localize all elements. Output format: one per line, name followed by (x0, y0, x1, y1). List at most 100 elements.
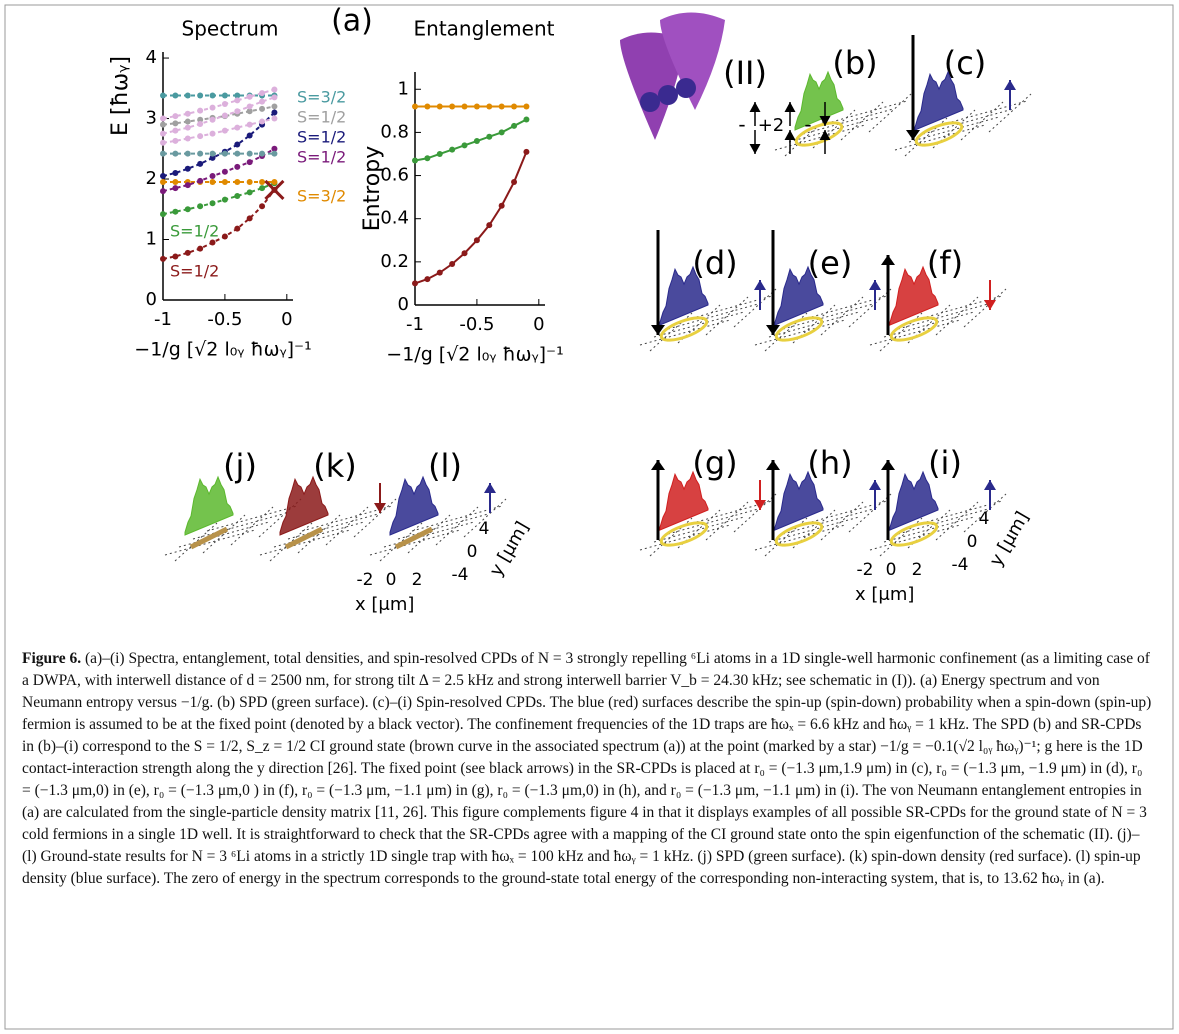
grid-line (354, 499, 396, 537)
y-tick-label: 2 (146, 168, 157, 189)
y-tick-label: -4 (452, 565, 469, 585)
data-point (247, 215, 253, 221)
y-axis-label: y [μm] (485, 518, 533, 580)
chart-title: Spectrum (182, 17, 279, 41)
panel-label: (e) (808, 244, 853, 282)
grid-line (821, 297, 863, 335)
grid-line (755, 320, 845, 345)
caption: Figure 6. (a)–(i) Spectra, entanglement,… (22, 648, 1152, 890)
x-tick-label: 0 (533, 314, 544, 335)
data-point (160, 116, 166, 122)
data-point (222, 101, 228, 107)
data-point (462, 142, 468, 148)
panel-label: (j) (223, 447, 257, 485)
x-tick-label: -0.5 (459, 314, 494, 335)
y-tick-label: 1 (146, 229, 157, 250)
data-point (172, 151, 178, 157)
grid-line (734, 494, 776, 532)
x-tick-label: 2 (412, 570, 423, 590)
y-tick-label: 0 (467, 542, 478, 562)
data-point (172, 93, 178, 99)
data-point (412, 104, 418, 110)
x-tick-label: -1 (406, 314, 424, 335)
data-point (197, 203, 203, 209)
grid-line (821, 502, 863, 540)
x-axis-label: −1/g [√2 l₀ᵧ ħωᵧ]⁻¹ (386, 344, 563, 366)
data-point (437, 151, 443, 157)
data-point (160, 131, 166, 137)
arrow-head (785, 102, 796, 112)
data-point (259, 185, 265, 191)
data-point (259, 119, 265, 125)
arrow-head (869, 280, 881, 290)
arrow-head (881, 460, 895, 470)
arrow-head (484, 483, 496, 493)
schematic-sign: - (804, 113, 811, 137)
data-point (160, 93, 166, 99)
data-point (210, 173, 216, 179)
y-tick-label: 0.2 (380, 251, 409, 272)
y-tick-label: 1 (398, 78, 409, 99)
data-point (474, 237, 480, 243)
arrow-head (750, 144, 761, 154)
chart-title: Entanglement (414, 17, 555, 41)
data-point (247, 179, 253, 185)
panel-label: (k) (313, 447, 357, 485)
trace (286, 529, 322, 547)
x-tick-label: -2 (357, 570, 374, 590)
data-point (259, 179, 265, 185)
arrow-head (766, 460, 780, 470)
data-point (210, 200, 216, 206)
y-tick-label: 4 (979, 509, 990, 529)
data-point (523, 149, 529, 155)
data-point (271, 151, 277, 157)
data-point (259, 203, 265, 209)
data-point (210, 117, 216, 123)
grid-line (734, 289, 776, 327)
data-point (486, 222, 492, 228)
arrow-head (881, 255, 895, 265)
x-tick-label: 0 (386, 570, 397, 590)
atom (676, 78, 696, 98)
data-point (247, 189, 253, 195)
x-tick-label: -1 (154, 309, 172, 330)
data-point (160, 188, 166, 194)
x-tick-label: 0 (886, 560, 897, 580)
data-point (160, 140, 166, 146)
x-axis-label: x [μm] (855, 584, 914, 605)
grid-line (706, 297, 748, 335)
density-surface (280, 477, 328, 535)
data-point (234, 193, 240, 199)
data-point (210, 179, 216, 185)
data-point (511, 104, 517, 110)
data-point (271, 87, 277, 93)
data-point (462, 250, 468, 256)
data-point (160, 179, 166, 185)
data-point (210, 151, 216, 157)
data-point (172, 113, 178, 119)
data-point (222, 179, 228, 185)
series-label: S=3/2 (297, 187, 346, 206)
data-point (222, 113, 228, 119)
y-axis-label: y [μm] (985, 508, 1033, 570)
grid-line (895, 125, 985, 150)
panel-label: (II) (723, 54, 767, 92)
grid-line (964, 289, 1006, 327)
data-point (511, 179, 517, 185)
data-point (259, 151, 265, 157)
x-tick-label: 2 (912, 560, 923, 580)
panel-label: (g) (692, 444, 737, 482)
data-point (185, 111, 191, 117)
data-point (185, 135, 191, 141)
data-point (437, 270, 443, 276)
y-tick-label: 0.8 (380, 121, 409, 142)
data-point (234, 164, 240, 170)
data-point (523, 104, 529, 110)
data-point (160, 151, 166, 157)
y-tick-label: 3 (146, 108, 157, 129)
data-point (160, 122, 166, 128)
data-point (437, 104, 443, 110)
data-point (247, 94, 253, 100)
x-tick-label: 0 (281, 309, 292, 330)
density-surface (185, 477, 233, 535)
